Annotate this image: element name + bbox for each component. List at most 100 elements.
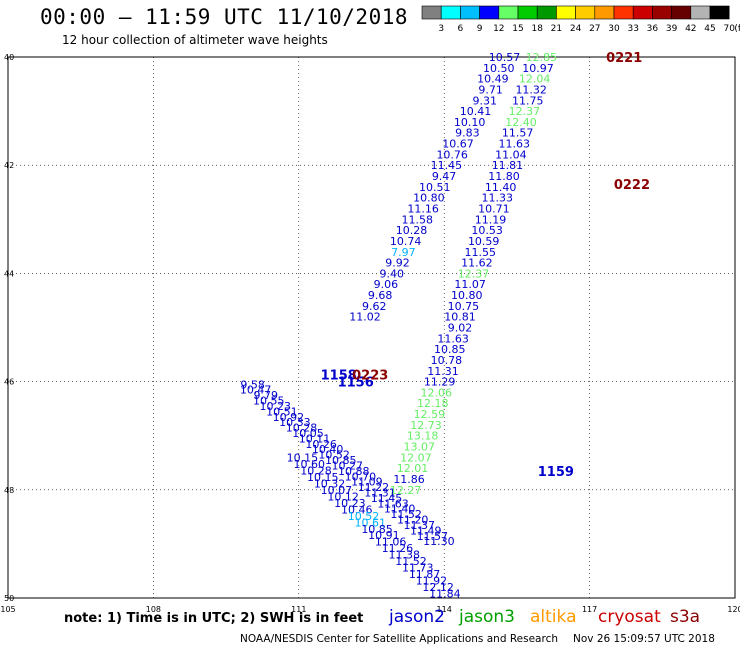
swh-value: 12.27 (390, 484, 422, 497)
swh-value: 11.40 (384, 503, 416, 516)
swh-value: 10.52 (348, 510, 380, 523)
pass-time-label: 0222 (614, 178, 650, 193)
swh-value: 11.80 (488, 170, 520, 183)
swh-value: 10.85 (325, 454, 357, 467)
legend-jason2: jason2 (389, 607, 445, 627)
swh-value: 10.57 (489, 51, 521, 64)
legend-s3a: s3a (670, 607, 701, 627)
swh-value: 10.74 (390, 235, 422, 248)
scale-tick-label: 24 (570, 24, 582, 34)
track-t2: 12.8510.9712.0411.3211.7512.3712.4011.57… (390, 51, 557, 497)
scale-swatch (671, 5, 692, 20)
swh-value: 10.67 (442, 138, 474, 151)
swh-value: 12.01 (397, 462, 429, 475)
swh-value: 11.62 (461, 257, 493, 270)
swh-value: 11.49 (410, 524, 442, 537)
swh-value: 13.07 (403, 441, 435, 454)
swh-value: 10.80 (451, 289, 483, 302)
swh-value: 11.92 (416, 575, 448, 588)
swh-value: 11.31 (427, 365, 459, 378)
swh-value: 10.28 (286, 422, 318, 435)
lat-label: 40 (4, 53, 14, 62)
swh-value: 11.86 (393, 473, 425, 486)
lat-label: 50 (4, 594, 14, 603)
scale-swatch (632, 5, 653, 20)
track-t1: 10.5710.5010.499.719.3110.4110.109.8310.… (349, 51, 520, 324)
swh-value: 10.88 (338, 465, 370, 478)
swh-value: 11.63 (437, 332, 469, 345)
time-labels: 022102220932093309341156115802231159 (321, 51, 650, 480)
pass-time-label: 0223 (352, 369, 388, 384)
swh-value: 11.45 (371, 492, 403, 505)
legend-cryosat: cryosat (598, 607, 661, 627)
swh-value: 11.81 (492, 159, 524, 172)
swh-value: 12.73 (410, 419, 442, 432)
swh-value: 11.06 (375, 536, 407, 549)
swh-value: 11.75 (512, 94, 544, 107)
scale-tick-label: 21 (551, 24, 562, 34)
swh-value: 12.85 (526, 51, 558, 64)
swh-value: 11.57 (502, 127, 534, 140)
scale-swatch (690, 5, 711, 20)
lon-label: 120 (727, 605, 740, 614)
swh-value: 12.37 (458, 267, 490, 280)
lat-label: 44 (4, 269, 14, 278)
map-border (7, 56, 736, 599)
swh-value: 9.62 (362, 300, 387, 313)
swh-value: 11.32 (515, 83, 547, 96)
swh-value: 9.40 (379, 267, 404, 280)
swh-value: 11.87 (409, 568, 441, 581)
scale-tick-label: 18 (531, 24, 543, 34)
swh-value: 10.15 (287, 451, 319, 464)
swh-value: 11.57 (417, 530, 449, 543)
swh-value: 7.97 (391, 246, 416, 259)
lon-label: 114 (437, 605, 452, 614)
swh-value: 11.26 (382, 542, 414, 555)
swh-value: 10.78 (431, 354, 463, 367)
swh-value: 9.06 (374, 278, 399, 291)
swh-value: 10.46 (341, 503, 373, 516)
scale-swatch (479, 5, 500, 20)
scale-tick-label: 39 (666, 24, 678, 34)
swh-value: 9.68 (368, 289, 393, 302)
scale-swatch (460, 5, 480, 20)
swh-value: 11.22 (358, 481, 390, 494)
swh-value: 10.33 (279, 416, 311, 429)
swh-value: 11.07 (454, 278, 486, 291)
swh-value: 10.05 (292, 427, 324, 440)
swh-value: 10.71 (478, 202, 510, 215)
swh-value: 10.50 (483, 62, 515, 75)
swh-value: 10.51 (266, 405, 298, 418)
swh-value: 9.92 (385, 257, 410, 270)
lon-label: 117 (582, 605, 597, 614)
scale-tick-label: 45 (704, 24, 715, 34)
swh-value: 10.23 (260, 400, 292, 413)
swh-value: 11.20 (397, 514, 429, 527)
scale-swatch (709, 5, 730, 20)
swh-value: 11.40 (485, 181, 517, 194)
swh-value: 11.55 (465, 246, 497, 259)
track-t3: 9.5810.479.7910.5510.2310.5110.9210.3310… (240, 378, 455, 548)
swh-value: 12.07 (400, 451, 432, 464)
pass-time-label: 1159 (538, 465, 574, 480)
swh-value: 10.53 (471, 224, 503, 237)
swh-value: 10.85 (361, 523, 393, 536)
swh-value: 11.30 (423, 535, 455, 548)
scale-tick-label: 15 (512, 24, 523, 34)
swh-value: 11.33 (482, 192, 514, 205)
swh-value: 12.40 (505, 116, 537, 129)
swh-value: 11.16 (407, 202, 439, 215)
lat-label: 48 (4, 486, 14, 495)
scale-tick-label: 6 (458, 24, 464, 34)
scale-tick-label: 30 (608, 24, 620, 34)
swh-value: 11.09 (351, 476, 383, 489)
swh-value: 10.32 (314, 477, 346, 490)
swh-value: 10.23 (334, 497, 366, 510)
swh-value: 10.92 (273, 411, 305, 424)
swh-value: 10.47 (240, 384, 272, 397)
scale-swatch (575, 5, 596, 20)
swh-value: 11.52 (395, 555, 427, 568)
swh-value: 10.75 (448, 300, 480, 313)
